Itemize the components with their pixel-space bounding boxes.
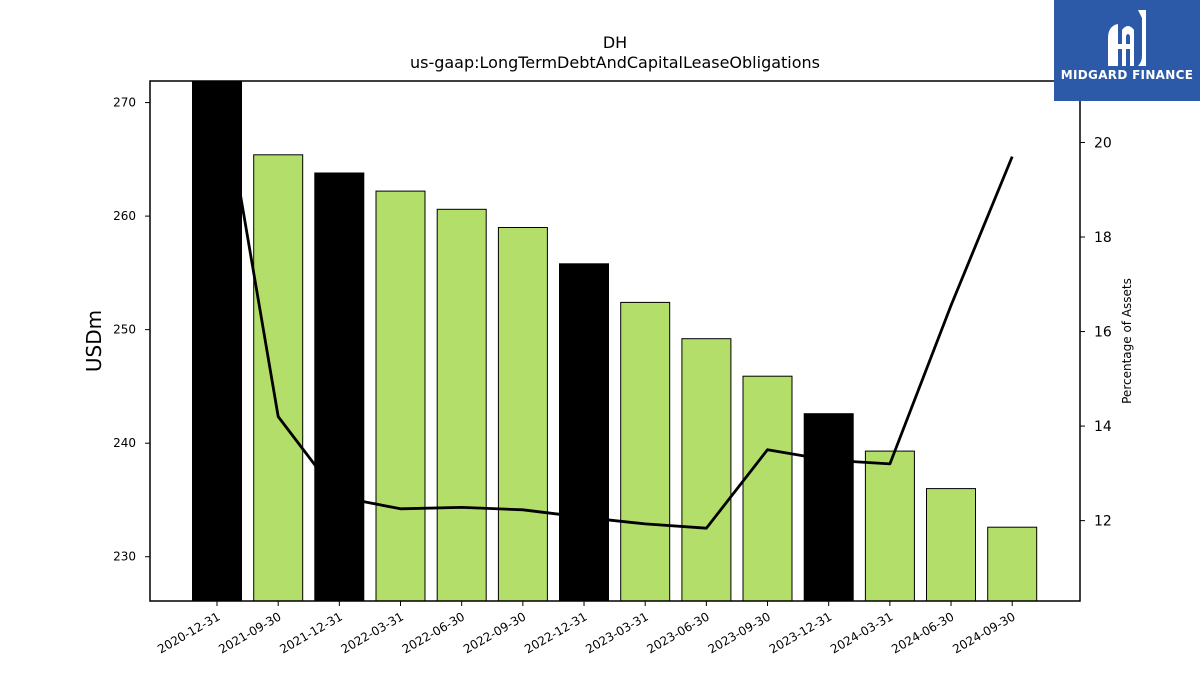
bar-2023-06-30 [681, 338, 732, 601]
bar-2022-06-30 [436, 208, 487, 601]
x-tick-label: 2022-06-30 [400, 609, 467, 656]
y-right-tick-label: 18 [1094, 230, 1112, 246]
bar-2020-12-31 [192, 81, 242, 601]
x-tick-label: 2023-12-31 [767, 609, 834, 656]
y-right-tick-label: 12 [1094, 514, 1112, 530]
y-left-tick-label: 230 [113, 550, 136, 564]
bar-2022-09-30 [497, 227, 548, 601]
x-tick-label: 2022-12-31 [522, 609, 589, 656]
y-right-tick-label: 14 [1094, 419, 1112, 435]
y-left-tick-label: 240 [113, 436, 136, 450]
bar-2023-12-31 [803, 413, 854, 601]
y-right-tick-label: 16 [1094, 325, 1112, 341]
y-left-tick-label: 270 [113, 96, 136, 110]
bar-2024-09-30 [987, 526, 1038, 601]
bar-2024-06-30 [926, 488, 976, 601]
chart-title: DH [603, 33, 627, 52]
y-left-tick-label: 250 [113, 323, 136, 337]
x-tick-label: 2022-09-30 [461, 609, 528, 656]
bar-2022-12-31 [559, 263, 609, 601]
bar-2021-09-30 [253, 154, 304, 601]
x-tick-label: 2023-06-30 [644, 609, 711, 656]
x-tick-label: 2024-06-30 [889, 609, 956, 656]
percentage-line-series [219, 81, 1014, 530]
y-axis-left: 230 240 250 260 270 [113, 96, 150, 564]
x-tick-label: 2023-09-30 [706, 609, 773, 656]
x-axis: 2020-12-312021-09-302021-12-312022-03-31… [155, 601, 1018, 656]
x-tick-label: 2023-03-31 [583, 609, 650, 656]
y-left-tick-label: 260 [113, 209, 136, 223]
x-tick-label: 2021-12-31 [277, 609, 344, 656]
x-tick-label: 2022-03-31 [339, 609, 406, 656]
y-axis-right: 12 14 16 18 20 [1080, 135, 1112, 530]
percentage-line [219, 81, 1014, 530]
logo-text: MIDGARD FINANCE [1060, 68, 1194, 82]
plot-frame [149, 80, 1081, 602]
midgard-finance-logo: MIDGARD FINANCE [1054, 0, 1200, 101]
chart-subtitle: us-gaap:LongTermDebtAndCapitalLeaseOblig… [410, 53, 820, 72]
y-right-tick-label: 20 [1094, 135, 1112, 151]
x-tick-label: 2020-12-31 [155, 609, 222, 656]
bar-2023-03-31 [620, 301, 671, 601]
y-axis-right-label: Percentage of Assets [1120, 278, 1134, 404]
bar-2021-12-31 [314, 172, 365, 601]
logo-mark-icon [1108, 10, 1146, 66]
x-tick-label: 2021-09-30 [216, 609, 283, 656]
bar-2024-03-31 [864, 450, 915, 601]
x-tick-label: 2024-03-31 [828, 609, 895, 656]
y-axis-left-label: USDm [82, 310, 106, 372]
x-tick-label: 2024-09-30 [950, 609, 1017, 656]
bar-2022-03-31 [375, 190, 426, 601]
bar-series [192, 81, 1038, 601]
bar-2023-09-30 [742, 375, 793, 601]
